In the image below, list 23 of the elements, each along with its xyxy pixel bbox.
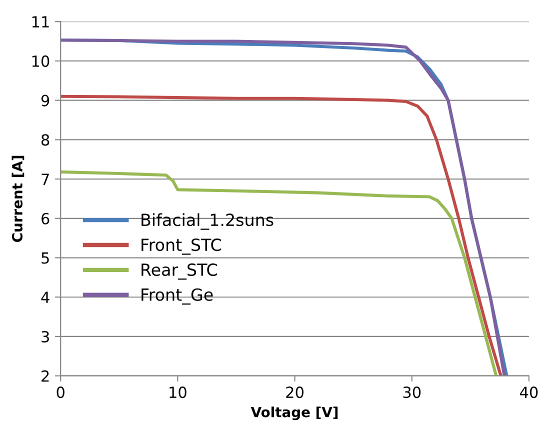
y-tick-label: 8: [42, 134, 50, 146]
y-tick-label: 2: [42, 370, 49, 382]
y-tick-label: 3: [42, 330, 49, 342]
y-tick-label: 9: [41, 94, 50, 106]
y-tick-label: 4: [41, 292, 50, 303]
legend-label: Front_Ge: [142, 288, 213, 305]
y-tick-label: 5: [42, 252, 49, 264]
x-tick-label: 30: [403, 386, 421, 398]
y-tick-label: 11: [32, 16, 49, 28]
y-tick-label: 6: [42, 212, 50, 224]
x-axis-title: Voltage [V]: [250, 406, 338, 420]
x-tick-label: 10: [170, 386, 186, 398]
legend-label: Front_STC: [142, 238, 221, 255]
legend-label: Bifacial_1.2suns: [142, 213, 274, 230]
line-series: [60, 170, 498, 376]
y-axis-title: Current [A]: [12, 156, 24, 242]
line-series: [60, 94, 502, 376]
x-tick-label: 40: [520, 386, 538, 398]
y-tick-label: 7: [42, 174, 49, 185]
legend-label: Rear_STC: [142, 263, 217, 280]
y-tick-label: 10: [32, 55, 50, 67]
x-tick-label: 0: [56, 386, 64, 398]
x-tick-label: 20: [286, 386, 304, 398]
